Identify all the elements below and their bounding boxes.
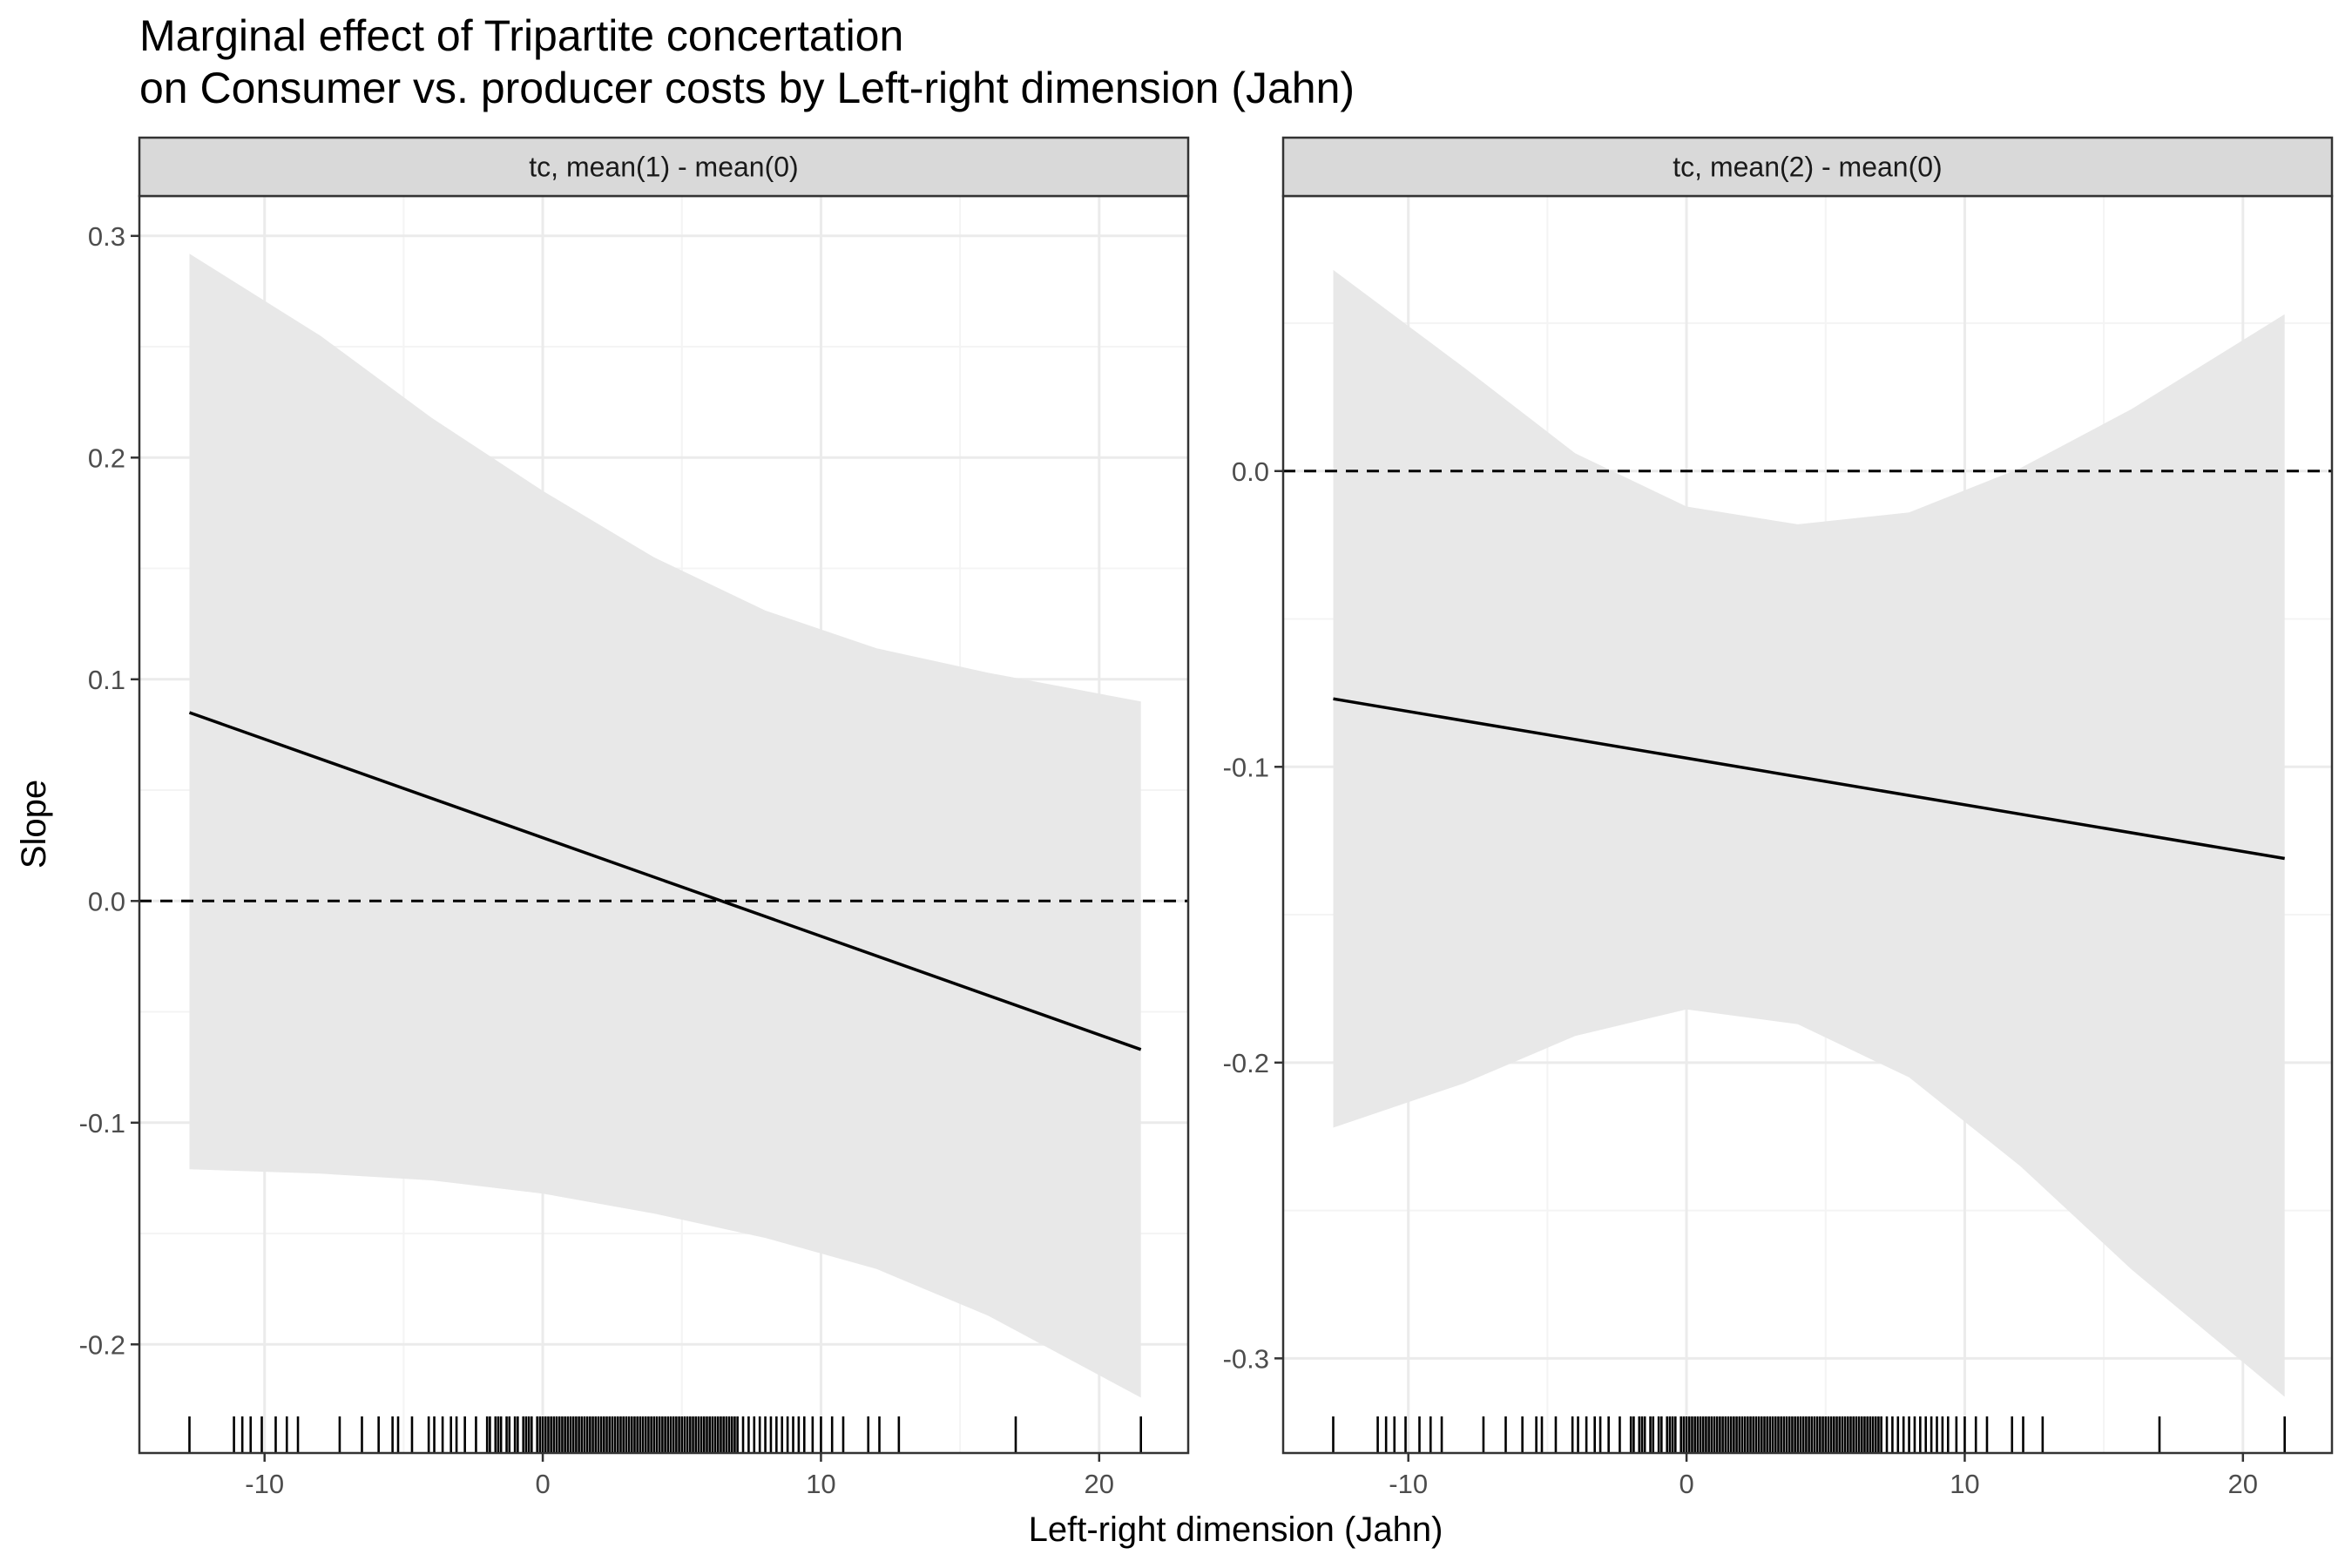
marginal-effect-line (188, 711, 1142, 1051)
facet-strip (138, 136, 1190, 198)
marginal-effect-line (1333, 697, 2285, 861)
x-tick-label: 10 (806, 1469, 835, 1499)
chart-title-line-2: on Consumer vs. producer costs by Left-r… (139, 64, 1355, 112)
y-tick-label: -0.2 (1223, 1048, 1269, 1078)
y-tick-label: 0.2 (88, 443, 125, 473)
y-tick-label: -0.2 (79, 1329, 125, 1360)
x-tick-label: 20 (2228, 1469, 2258, 1499)
confidence-ribbon (1333, 269, 2285, 1397)
x-tick-label: -10 (245, 1469, 284, 1499)
facet-label: tc, mean(2) - mean(0) (1673, 152, 1942, 183)
y-tick-label: 0.0 (88, 886, 125, 916)
y-tick-label: 0.0 (1232, 456, 1269, 487)
facet-panel-1: tc, mean(1) - mean(0) -10 0 10 20 -0.2 -0.1 0.0… (79, 136, 1190, 1499)
x-tick-label: -10 (1389, 1469, 1428, 1499)
x-axis-label: Left-right dimension (Jahn) (1029, 1511, 1443, 1549)
y-axis-label: Slope (15, 780, 53, 868)
x-tick-label: 0 (535, 1469, 550, 1499)
facet-panel-2: tc, mean(2) - mean(0) -10 0 10 20 -0.3 -0.2 -0.… (1223, 136, 2334, 1499)
x-tick-label: 10 (1950, 1469, 1979, 1499)
y-tick-label: -0.1 (1223, 752, 1269, 782)
facet-label: tc, mean(1) - mean(0) (529, 152, 798, 183)
facet-strip (1281, 136, 2334, 198)
chart-title-line-1: Marginal effect of Tripartite concertati… (139, 11, 904, 60)
y-tick-label: 0.1 (88, 665, 125, 695)
x-tick-label: 20 (1085, 1469, 1114, 1499)
y-tick-label: -0.3 (1223, 1343, 1269, 1374)
confidence-ribbon (189, 253, 1141, 1398)
y-tick-label: -0.1 (79, 1108, 125, 1139)
x-tick-label: 0 (1679, 1469, 1693, 1499)
y-tick-label: 0.3 (88, 221, 125, 252)
